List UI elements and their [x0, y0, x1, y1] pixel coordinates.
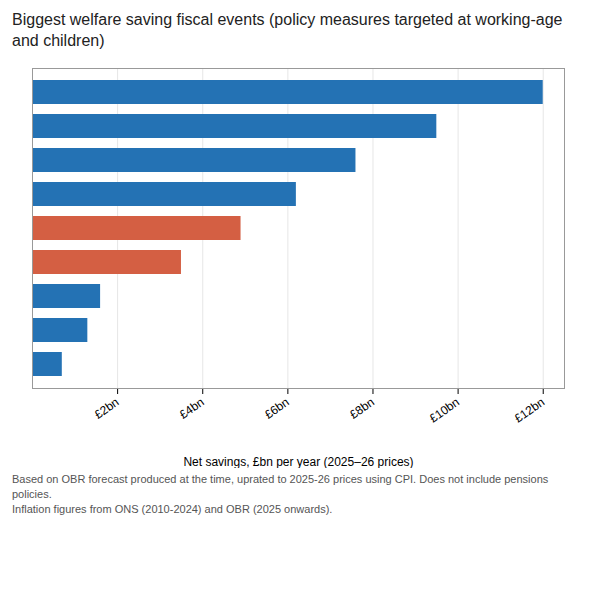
svg-text:Net savings, £bn per year (202: Net savings, £bn per year (2025–26 price… [183, 454, 413, 468]
svg-text:£10bn: £10bn [427, 395, 462, 426]
html-text:Based on OBR forecast produced: Based on OBR forecast produced at the ti… [12, 472, 549, 516]
html-text:Biggest welfare saving fiscal: Biggest welfare saving fiscal events (po… [12, 11, 563, 49]
svg-text:£6bn: £6bn [262, 395, 292, 422]
svg-text:£8bn: £8bn [347, 395, 377, 422]
svg-text:£2bn: £2bn [92, 395, 122, 422]
svg-text:£4bn: £4bn [177, 395, 207, 422]
svg-text:£12bn: £12bn [512, 395, 547, 426]
